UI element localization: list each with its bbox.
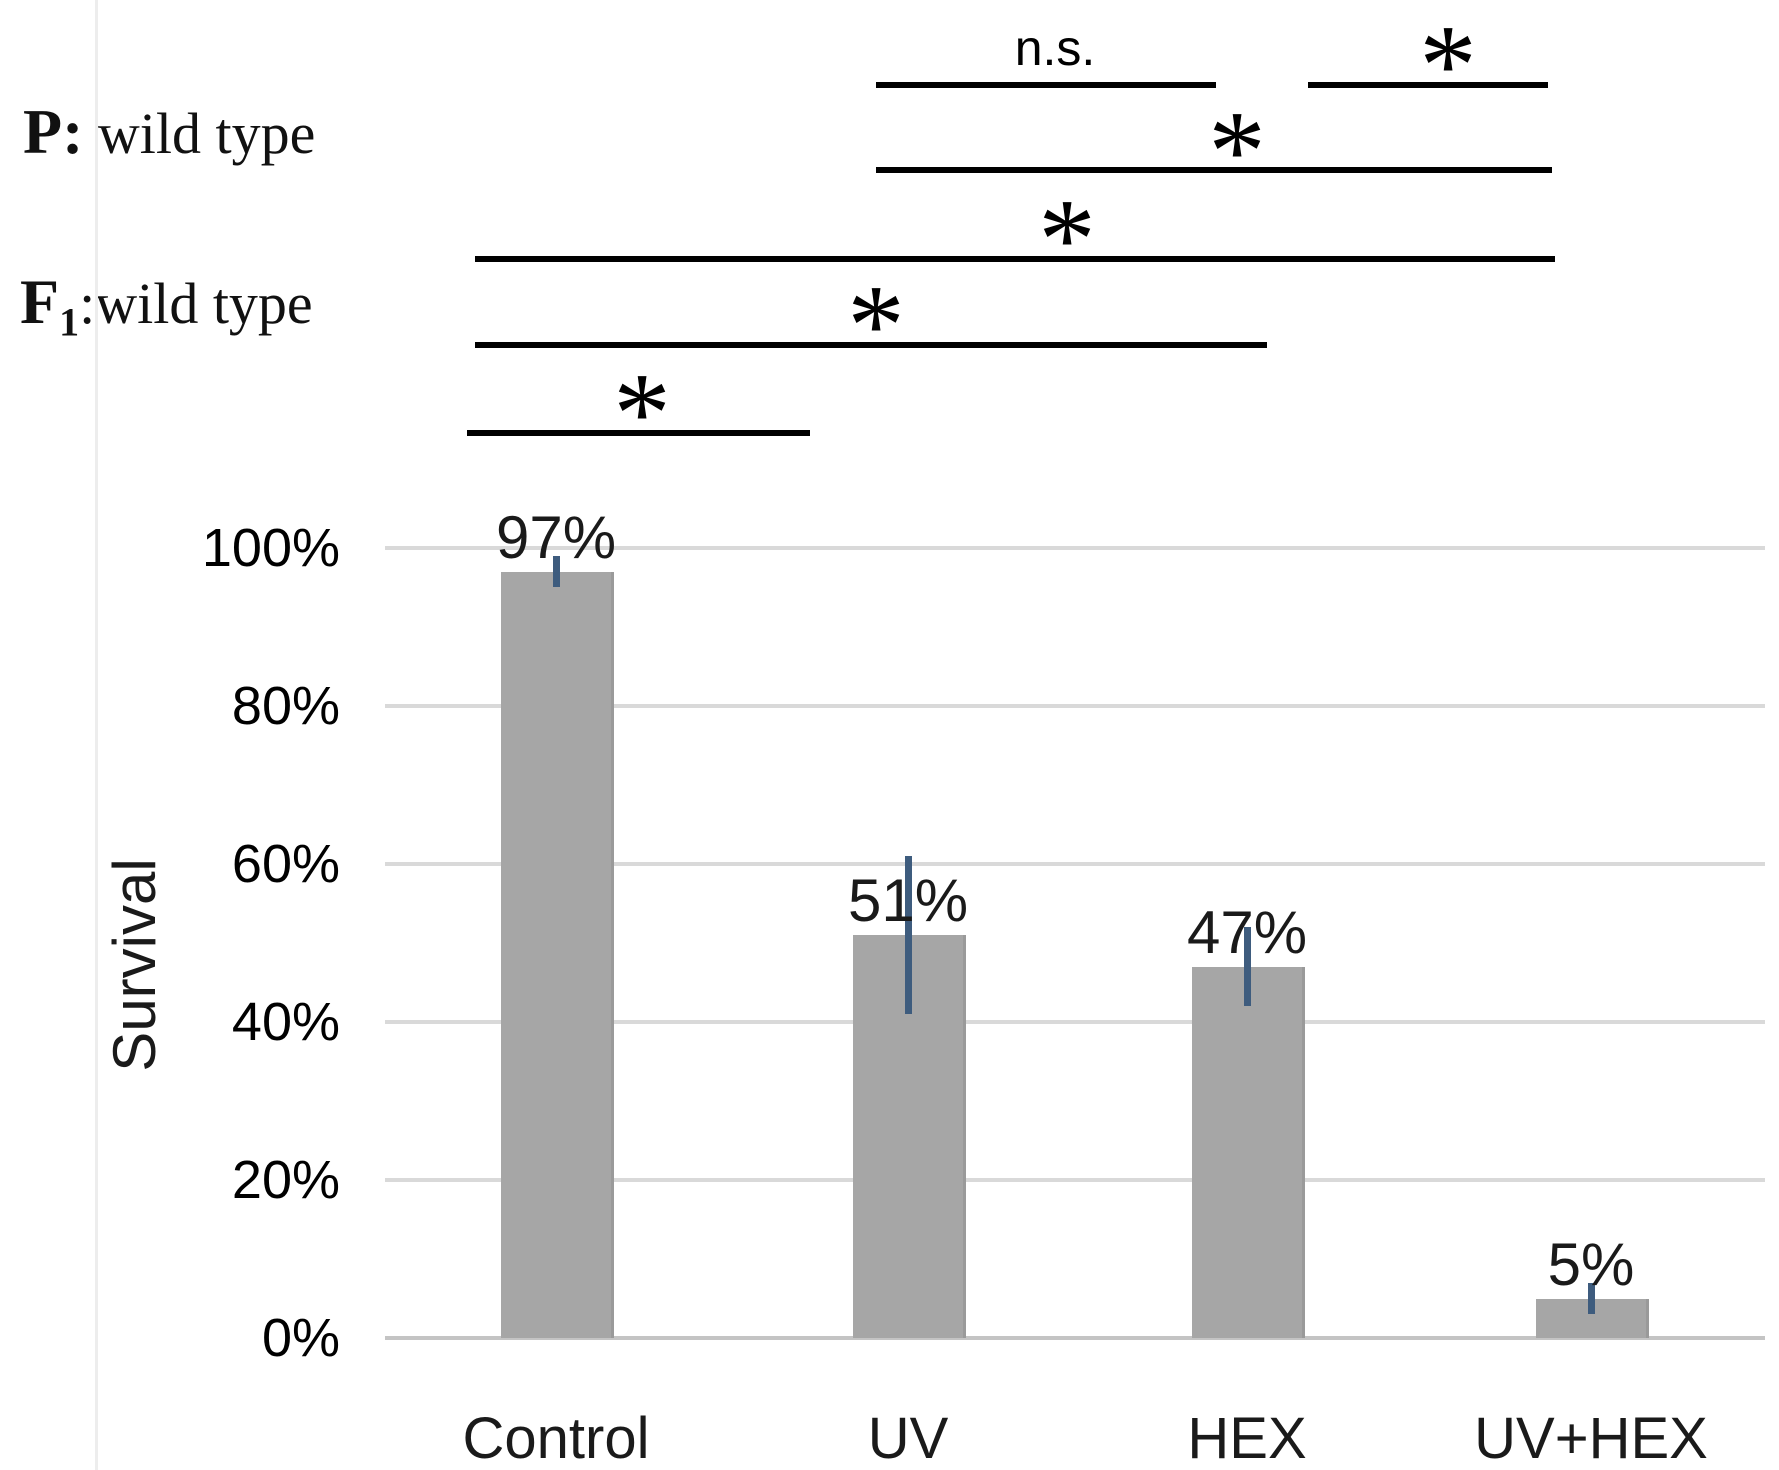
y-tick-label: 20% — [231, 1150, 340, 1210]
x-axis-line — [385, 1336, 1765, 1340]
asterisk-significance-label: * — [1038, 176, 1096, 303]
p-generation-label: P: wild type — [23, 100, 315, 164]
x-axis-label-control: Control — [462, 1406, 650, 1470]
error-bar — [552, 555, 560, 588]
gridline — [385, 704, 1765, 708]
gridline — [385, 1178, 1765, 1182]
bar-value-label: 97% — [495, 503, 617, 571]
gridline — [385, 546, 1765, 550]
y-tick-label: 80% — [231, 676, 340, 736]
significance-line — [475, 256, 1555, 262]
significance-line — [475, 342, 1267, 348]
gridline — [385, 1020, 1765, 1024]
error-bar — [1243, 927, 1251, 1007]
x-axis-label-uv: UV — [867, 1406, 949, 1470]
x-axis-label-hex: HEX — [1187, 1406, 1307, 1470]
f1-generation-subscript: 1 — [59, 299, 80, 345]
bar-value-label: 51% — [847, 867, 969, 935]
gridline — [385, 862, 1765, 866]
asterisk-significance-label: * — [613, 350, 671, 477]
significance-line — [467, 430, 810, 436]
p-generation-text: wild type — [83, 101, 316, 166]
y-tick-label: 60% — [231, 834, 340, 894]
bar-hex — [1192, 966, 1305, 1338]
bar-control — [501, 571, 614, 1338]
significance-line — [876, 82, 1216, 88]
asterisk-significance-label: * — [1208, 88, 1266, 215]
significance-line — [1308, 82, 1548, 88]
f1-generation-text: :wild type — [79, 271, 313, 336]
x-axis-label-uv+hex: UV+HEX — [1474, 1406, 1708, 1470]
asterisk-significance-label: * — [1419, 2, 1477, 129]
bar-value-label: 5% — [1547, 1230, 1635, 1298]
y-axis-title: Survival — [101, 858, 168, 1072]
y-tick-label: 0% — [261, 1308, 340, 1368]
error-bar — [904, 856, 912, 1015]
asterisk-significance-label: * — [847, 262, 905, 389]
f1-generation-label: F1:wild type — [20, 270, 313, 343]
y-tick-label: 100% — [201, 518, 340, 578]
error-bar — [1587, 1282, 1595, 1315]
plot-border-guide-line — [95, 0, 98, 1470]
bar-value-label: 47% — [1186, 898, 1308, 966]
significance-line — [876, 167, 1552, 173]
p-generation-bold: P: — [23, 96, 84, 167]
y-tick-label: 40% — [231, 992, 340, 1052]
f1-generation-bold: F — [20, 266, 60, 337]
not-significant-label: n.s. — [1014, 20, 1096, 76]
